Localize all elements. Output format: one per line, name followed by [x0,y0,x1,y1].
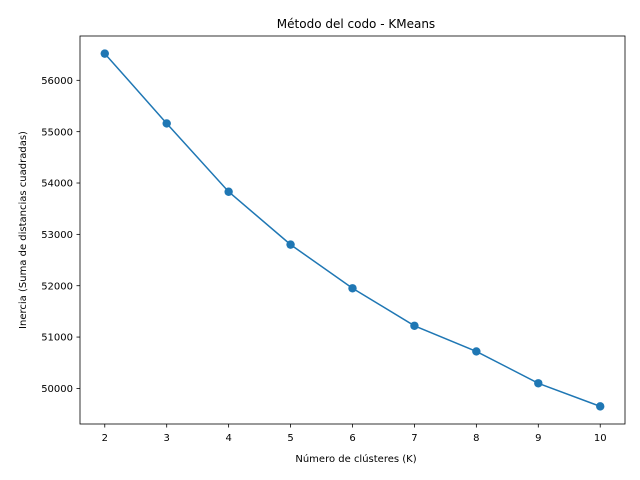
data-point [472,347,481,356]
y-tick-label: 52000 [41,281,73,292]
y-tick-label: 51000 [41,333,73,344]
x-tick-label: 5 [287,433,293,444]
data-point [348,284,357,293]
data-point [596,402,605,411]
y-tick-label: 56000 [41,76,73,87]
y-tick-label: 50000 [41,384,73,395]
x-tick-label: 8 [473,433,479,444]
x-axis-label: Número de clústeres (K) [295,453,416,465]
x-tick-label: 4 [225,433,231,444]
data-point [100,49,109,58]
data-point [410,321,419,330]
x-tick-label: 2 [102,433,108,444]
data-point [162,119,171,128]
y-tick-label: 53000 [41,230,73,241]
x-tick-label: 3 [164,433,170,444]
y-tick-label: 54000 [41,179,73,190]
y-tick-label: 55000 [41,127,73,138]
x-tick-label: 10 [594,433,607,444]
chart-title: Método del codo - KMeans [277,17,435,31]
y-axis-label: Inercia (Suma de distancias cuadradas) [18,131,29,329]
y-axis: 50000 51000 52000 53000 54000 55000 56000 [41,76,80,395]
x-tick-label: 6 [349,433,355,444]
data-point [534,379,543,388]
x-tick-label: 7 [411,433,417,444]
series-layer [100,49,605,411]
data-point [286,240,295,249]
x-tick-label: 9 [535,433,541,444]
data-point [224,187,233,196]
x-axis: 2 3 4 5 6 7 8 9 10 [102,424,607,444]
